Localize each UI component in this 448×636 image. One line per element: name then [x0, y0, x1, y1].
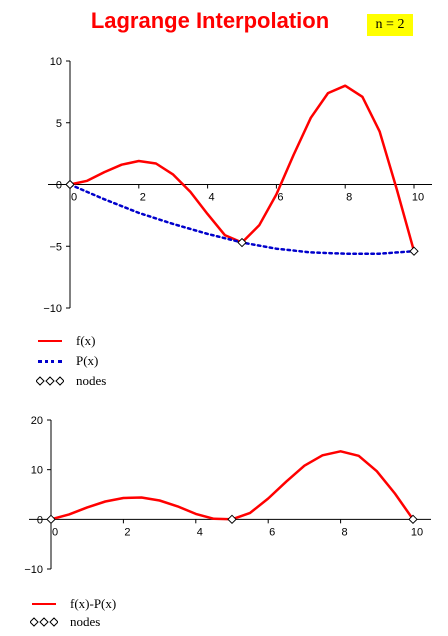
x-tick-label: 0 [71, 192, 77, 204]
y-tick-label: 20 [31, 415, 43, 427]
x-tick-label: 4 [209, 192, 215, 204]
y-tick-label: 10 [31, 465, 43, 477]
y-tick-label: −5 [49, 241, 62, 253]
diff-curve [50, 450, 415, 521]
node-marker [409, 246, 419, 256]
y-tick-label: −10 [43, 303, 62, 315]
legend-item-diff: f(x)-P(x) [30, 596, 116, 612]
legend-swatch-nodes-2 [30, 616, 58, 628]
legend-label-f: f(x) [76, 333, 96, 348]
top-chart: 10 5 0 −5 −10 0 2 4 6 8 10 [43, 56, 432, 315]
node-marker [46, 514, 56, 525]
legend-label-nodes-2: nodes [70, 614, 101, 629]
x-tick-label: 10 [411, 526, 423, 538]
legend-swatch-diff [30, 598, 58, 610]
legend-label-nodes: nodes [76, 373, 107, 388]
y-tick-label: 5 [56, 118, 62, 130]
legend-item-nodes: nodes [36, 373, 106, 389]
x-tick-label: 10 [412, 192, 424, 204]
legend-item-nodes-2: nodes [30, 614, 100, 630]
bottom-chart: 20 10 0 −10 0 2 4 6 8 10 [24, 415, 431, 576]
x-tick-label: 0 [52, 526, 58, 538]
y-tick-label: 10 [50, 56, 62, 68]
legend-item-f: f(x) [36, 333, 96, 349]
x-tick-label: 6 [277, 192, 283, 204]
x-tick-label: 8 [346, 192, 352, 204]
y-tick-label: 0 [56, 180, 62, 192]
y-tick-label: 0 [37, 514, 43, 526]
legend-item-p: P(x) [36, 353, 98, 369]
x-tick-label: 2 [124, 526, 130, 538]
node-marker [227, 514, 237, 525]
x-tick-label: 2 [140, 192, 146, 204]
legend-label-p: P(x) [76, 353, 99, 368]
y-tick-label: −10 [24, 564, 43, 576]
legend-label-diff: f(x)-P(x) [70, 596, 117, 611]
x-tick-label: 8 [342, 526, 348, 538]
n-value-badge: n = 2 [367, 14, 413, 36]
legend-swatch-nodes [36, 375, 64, 387]
legend-swatch-f [36, 335, 64, 347]
x-tick-label: 4 [197, 526, 203, 538]
f-curve [69, 84, 416, 252]
node-marker [237, 237, 247, 248]
legend-swatch-p [36, 355, 64, 367]
page-title: Lagrange Interpolation [90, 8, 330, 33]
x-tick-label: 6 [269, 526, 275, 538]
node-marker [65, 179, 75, 190]
node-marker [408, 514, 418, 525]
